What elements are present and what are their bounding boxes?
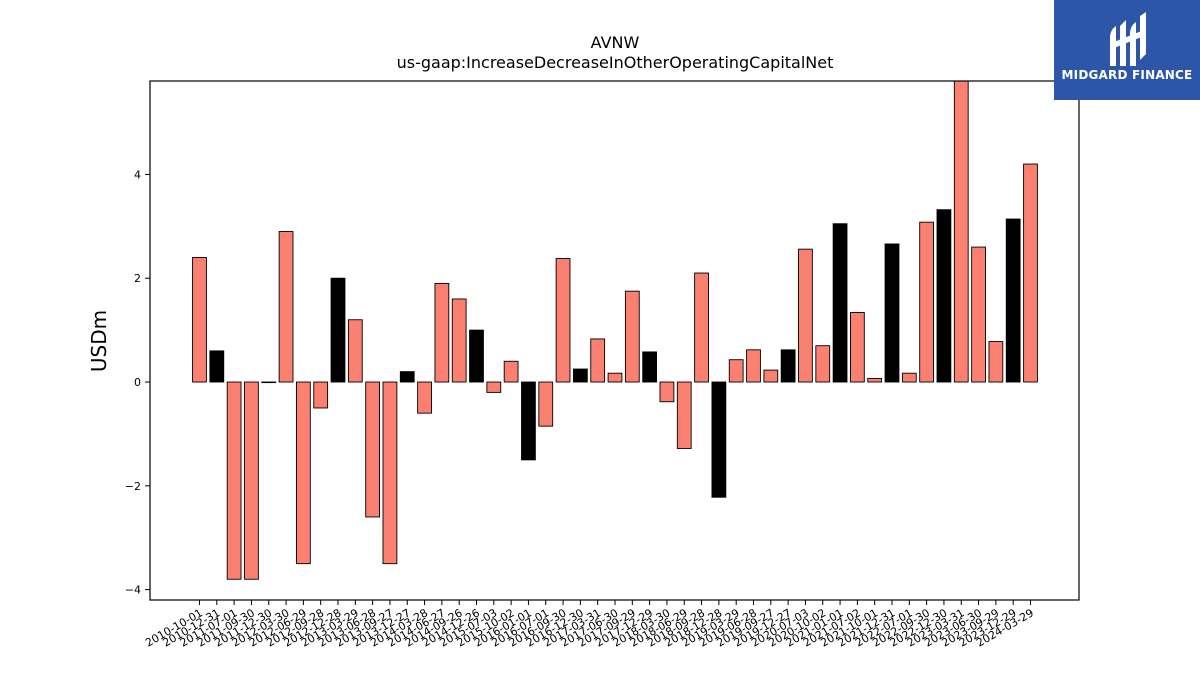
bar bbox=[988, 341, 1004, 383]
bar bbox=[434, 282, 450, 383]
bar bbox=[728, 359, 744, 383]
y-tick-label: 2 bbox=[134, 272, 141, 285]
bar bbox=[694, 272, 709, 383]
bar bbox=[573, 368, 588, 383]
bar bbox=[971, 246, 986, 383]
bar bbox=[521, 381, 536, 461]
bar-series bbox=[192, 80, 1038, 580]
bar bbox=[469, 329, 484, 383]
bar bbox=[365, 381, 381, 518]
bar bbox=[780, 349, 796, 383]
bar bbox=[832, 223, 848, 383]
y-tick-label: 4 bbox=[134, 168, 141, 181]
bar bbox=[659, 381, 675, 403]
bar bbox=[850, 312, 865, 383]
bar bbox=[382, 381, 398, 565]
bar bbox=[798, 248, 813, 383]
y-tick-label: −4 bbox=[125, 584, 141, 597]
bar bbox=[538, 381, 554, 427]
logo-text: MIDGARD FINANCE bbox=[1061, 68, 1193, 82]
bar bbox=[953, 80, 969, 383]
bar bbox=[642, 351, 658, 383]
bar bbox=[417, 381, 432, 414]
bar bbox=[555, 258, 571, 383]
x-axis-ticks: 2010-10-012010-12-312011-07-012011-09-30… bbox=[143, 600, 1036, 650]
logo-mark-icon bbox=[1110, 12, 1146, 66]
bar bbox=[936, 209, 952, 383]
bar bbox=[711, 381, 727, 498]
bar bbox=[901, 372, 917, 383]
chart-title: AVNW bbox=[591, 33, 640, 52]
bar bbox=[399, 371, 415, 383]
bar bbox=[624, 290, 640, 383]
bar bbox=[503, 360, 519, 383]
bar bbox=[451, 298, 467, 383]
bar bbox=[676, 381, 692, 449]
bar bbox=[919, 221, 935, 383]
bar bbox=[867, 377, 883, 383]
bar bbox=[590, 338, 606, 383]
bar bbox=[1005, 218, 1021, 383]
bar bbox=[261, 381, 277, 384]
bar bbox=[209, 350, 225, 383]
bar bbox=[486, 381, 502, 393]
bar bbox=[815, 345, 831, 383]
plot-frame bbox=[149, 80, 1080, 601]
chart-subtitle: us-gaap:IncreaseDecreaseInOtherOperating… bbox=[397, 53, 834, 72]
bar bbox=[278, 231, 294, 383]
bar bbox=[607, 372, 623, 383]
bar bbox=[763, 369, 779, 383]
y-axis-label: USDm bbox=[87, 310, 111, 372]
bar bbox=[296, 381, 311, 565]
bar bbox=[244, 381, 259, 580]
bar bbox=[1023, 163, 1038, 383]
bar bbox=[330, 277, 346, 383]
bar bbox=[192, 257, 207, 383]
bar bbox=[746, 349, 761, 383]
bar bbox=[313, 381, 329, 409]
bar bbox=[347, 319, 363, 383]
y-axis-ticks: −4 −2 0 2 4 bbox=[125, 168, 150, 597]
y-tick-label: 0 bbox=[134, 376, 141, 389]
bar bbox=[884, 243, 900, 383]
midgard-finance-logo: MIDGARD FINANCE bbox=[1054, 0, 1200, 100]
y-tick-label: −2 bbox=[125, 480, 141, 493]
bar bbox=[226, 381, 242, 580]
